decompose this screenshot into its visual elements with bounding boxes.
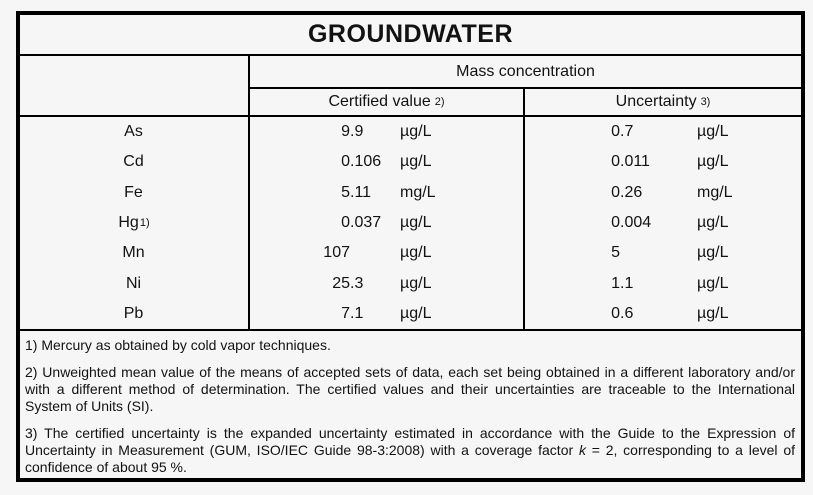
uncertainty-value: 0.7 bbox=[611, 123, 634, 141]
uncertainty-value: 5 bbox=[611, 244, 620, 262]
certified-value-cell: 0.037 µg/L bbox=[250, 208, 523, 238]
group-header: Mass concentration bbox=[250, 56, 801, 89]
sub-headers: Certified value 2) Uncertainty 3) bbox=[250, 89, 801, 115]
certificate-table: GROUNDWATER Mass concentration Certified… bbox=[16, 11, 805, 482]
element-cell: As bbox=[20, 117, 250, 148]
certified-unit: µg/L bbox=[400, 304, 432, 322]
certified-value-cell: 25.3 µg/L bbox=[250, 268, 523, 298]
uncertainty-cell: 0.004 µg/L bbox=[523, 207, 801, 239]
element-cell: Cd bbox=[20, 147, 250, 178]
table-row: Mn 107 µg/L 5 µg/L bbox=[20, 238, 801, 269]
uncertainty-unit: µg/L bbox=[697, 304, 729, 322]
uncertainty-value: 0.6 bbox=[611, 304, 634, 322]
footnote-3: 3) The certified uncertainty is the expa… bbox=[25, 425, 795, 476]
certified-value: 0.037 bbox=[341, 213, 382, 231]
element-cell: Ni bbox=[20, 268, 250, 299]
certified-value-cell: 7.1 µg/L bbox=[250, 299, 523, 329]
footnotes: 1) Mercury as obtained by cold vapor tec… bbox=[20, 331, 801, 476]
element-column-header bbox=[20, 56, 250, 115]
certified-value-header: Certified value 2) bbox=[328, 93, 445, 110]
uncertainty-cell: 0.7 µg/L bbox=[523, 117, 801, 148]
footnote-1: 1) Mercury as obtained by cold vapor tec… bbox=[25, 337, 331, 353]
certified-value: 5.11 bbox=[341, 183, 372, 201]
certified-unit: µg/L bbox=[400, 123, 432, 141]
certified-value-cell: 107 µg/L bbox=[250, 238, 523, 268]
element-symbol: Ni bbox=[125, 274, 142, 292]
uncertainty-cell: 0.011 µg/L bbox=[523, 147, 801, 178]
element-symbol: As bbox=[124, 123, 143, 141]
table-title: GROUNDWATER bbox=[20, 15, 801, 56]
certified-unit: mg/L bbox=[400, 183, 436, 201]
certified-unit: µg/L bbox=[400, 153, 432, 171]
element-cell: Pb bbox=[20, 298, 250, 329]
uncertainty-value: 1.1 bbox=[611, 274, 634, 292]
uncertainty-unit: µg/L bbox=[697, 213, 729, 231]
certified-unit: µg/L bbox=[400, 213, 432, 231]
element-cell: Fe bbox=[20, 177, 250, 208]
uncertainty-unit: µg/L bbox=[697, 274, 729, 292]
uncertainty-cell: 0.26 mg/L bbox=[523, 177, 801, 208]
uncertainty-unit: mg/L bbox=[697, 183, 733, 201]
certified-value-label: Certified value bbox=[328, 93, 431, 110]
element-symbol: Fe bbox=[124, 183, 143, 201]
coverage-factor-k: k bbox=[578, 442, 586, 458]
uncertainty-value: 0.011 bbox=[611, 153, 650, 171]
certified-value: 9.9 bbox=[341, 123, 364, 141]
certified-value-cell: 9.9 µg/L bbox=[250, 117, 523, 147]
table-row: Fe 5.11 mg/L 0.26 mg/L bbox=[20, 177, 801, 208]
certified-value: 7.1 bbox=[341, 304, 364, 322]
uncertainty-unit: µg/L bbox=[697, 153, 729, 171]
table-row: Pb 7.1 µg/L 0.6 µg/L bbox=[20, 298, 801, 329]
uncertainty-label: Uncertainty bbox=[615, 93, 697, 110]
uncertainty-cell: 5 µg/L bbox=[523, 238, 801, 269]
element-symbol: Mn bbox=[122, 244, 145, 262]
certified-value: 25.3 bbox=[332, 274, 364, 292]
certified-value: 0.106 bbox=[341, 153, 382, 171]
element-cell: Mn bbox=[20, 238, 250, 269]
certified-unit: µg/L bbox=[400, 244, 432, 262]
uncertainty-value: 0.26 bbox=[611, 183, 643, 201]
footnote-3-text: 3) The certified uncertainty is the expa… bbox=[25, 425, 795, 458]
certified-unit: µg/L bbox=[400, 274, 432, 292]
uncertainty-header: Uncertainty 3) bbox=[523, 89, 801, 115]
uncertainty-unit: µg/L bbox=[697, 123, 729, 141]
table-row: As 9.9 µg/L 0.7 µg/L bbox=[20, 117, 801, 148]
element-symbol: Cd bbox=[123, 153, 144, 171]
element-cell: Hg 1) bbox=[20, 207, 250, 239]
certified-value: 107 bbox=[323, 244, 350, 262]
mass-concentration-group: Mass concentration Certified value 2) Unc… bbox=[250, 56, 801, 115]
table-row: Cd 0.106 µg/L 0.011 µg/L bbox=[20, 147, 801, 178]
table-row: Hg 1) 0.037 µg/L 0.004 µg/L bbox=[20, 207, 801, 239]
certified-value-cell: 5.11 mg/L bbox=[250, 178, 523, 208]
element-symbol: Pb bbox=[123, 304, 144, 322]
uncertainty-unit: µg/L bbox=[697, 244, 729, 262]
element-symbol: Hg bbox=[118, 213, 139, 231]
table-row: Ni 25.3 µg/L 1.1 µg/L bbox=[20, 268, 801, 299]
certified-value-cell: 0.106 µg/L bbox=[250, 147, 523, 177]
table-header: Mass concentration Certified value 2) Unc… bbox=[20, 56, 801, 117]
uncertainty-cell: 1.1 µg/L bbox=[523, 268, 801, 299]
table-body: As 9.9 µg/L 0.7 µg/L Cd 0.106 µg/L 0.011 µg/… bbox=[20, 117, 801, 331]
uncertainty-value: 0.004 bbox=[611, 213, 652, 231]
footnote-2: 2) Unweighted mean value of the means of… bbox=[25, 364, 795, 414]
footnote-3-text: = 2, corresponding to a level of confide… bbox=[25, 442, 795, 475]
uncertainty-cell: 0.6 µg/L bbox=[523, 298, 801, 329]
